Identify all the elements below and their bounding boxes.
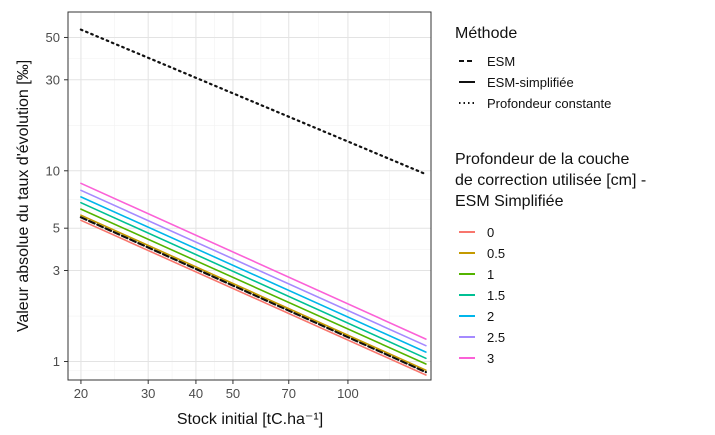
legend-label-depth-1: 1 — [487, 267, 494, 282]
legend-label-profondeur-constante: Profondeur constante — [487, 96, 611, 111]
series-line-esm-simplifiee-2-5 — [80, 189, 427, 347]
legend-depth-title-line-1: Profondeur de la couche — [455, 151, 629, 168]
y-tick-label: 3 — [53, 263, 60, 278]
legend-label-depth-0: 0 — [487, 225, 494, 240]
legend-depth-title-line-3: ESM Simplifiée — [455, 193, 564, 210]
series-line-profondeur-constante — [79, 28, 427, 176]
x-tick-label: 30 — [141, 386, 155, 401]
x-tick-label: 100 — [337, 386, 359, 401]
series-line-esm-simplifiee-2 — [80, 196, 427, 353]
series-line-esm-simplifiee-0-5 — [80, 214, 427, 372]
x-tick-label: 50 — [226, 386, 240, 401]
legend-label-depth-3: 3 — [487, 351, 494, 366]
plot-lines — [79, 28, 427, 376]
series-line-esm-simplifiee-0 — [80, 219, 427, 376]
legend-label-esm-simplifiee: ESM-simplifiée — [487, 75, 574, 90]
legend-method-title: Méthode — [455, 25, 517, 42]
series-line-esm-simplifiee-1-5 — [80, 201, 427, 360]
axis-ticks: 20 30 40 50 70 100 1 3 5 10 30 50 — [46, 30, 359, 401]
x-axis-title: Stock initial [tC.ha⁻¹] — [177, 411, 323, 428]
y-tick-label: 30 — [46, 72, 60, 87]
series-line-esm-simplifiee-1 — [80, 208, 427, 365]
legend-method: Méthode ESM ESM-simplifiée Profondeur co… — [455, 25, 611, 111]
legend-label-depth-2: 2 — [487, 309, 494, 324]
x-tick-label: 70 — [282, 386, 296, 401]
plot-border — [67, 11, 432, 381]
x-tick-label: 20 — [74, 386, 88, 401]
series-line-esm-simplifiee-3 — [80, 182, 427, 340]
x-tick-label: 40 — [189, 386, 203, 401]
legend-label-depth-2-5: 2.5 — [487, 330, 505, 345]
y-tick-label: 10 — [46, 163, 60, 178]
grid — [68, 12, 431, 380]
legend-depth-entries: 0 0.5 1 1.5 2 2.5 3 — [459, 225, 505, 366]
legend-label-depth-1-5: 1.5 — [487, 288, 505, 303]
legend-depth: Profondeur de la couche de correction ut… — [455, 151, 646, 366]
y-axis-title: Valeur absolue du taux d'évolution [‰] — [15, 60, 32, 332]
y-tick-label: 50 — [46, 30, 60, 45]
legend-label-esm: ESM — [487, 54, 515, 69]
y-tick-label: 5 — [53, 221, 60, 236]
legend-depth-title-line-2: de correction utilisée [cm] - — [455, 172, 646, 189]
series-line-esm — [79, 216, 427, 374]
legend-label-depth-0-5: 0.5 — [487, 246, 505, 261]
plot-panel — [67, 11, 432, 381]
y-tick-label: 1 — [53, 354, 60, 369]
